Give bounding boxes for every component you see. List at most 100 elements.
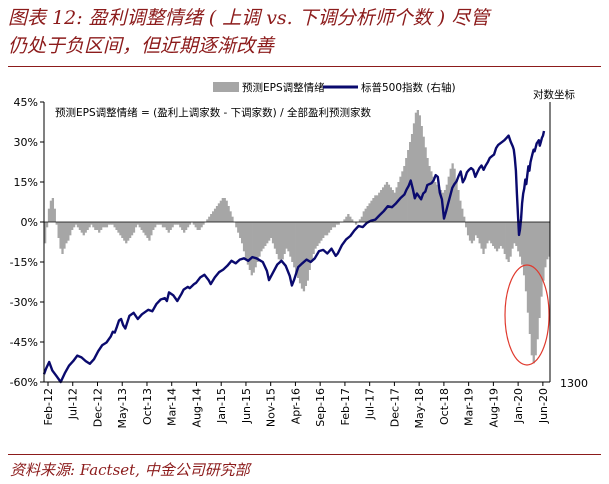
sentiment-bar [86, 222, 89, 230]
sentiment-bar [532, 222, 535, 364]
sentiment-bar [256, 222, 259, 262]
x-tick-label: Sep-16 [314, 388, 327, 427]
sentiment-bar [465, 222, 468, 228]
sentiment-bar [239, 222, 242, 238]
sentiment-bar [98, 222, 101, 233]
sentiment-bar [463, 216, 466, 222]
sentiment-bar [345, 216, 348, 222]
sentiment-bar [275, 222, 279, 254]
sentiment-bar [493, 222, 497, 249]
sentiment-bar [45, 222, 49, 228]
sentiment-bar [61, 222, 64, 254]
y-tick-label: 30% [14, 136, 38, 149]
sentiment-bar [175, 222, 178, 225]
sentiment-bar [117, 222, 120, 233]
sentiment-bar [287, 222, 290, 252]
x-tick-label: Aug-19 [487, 388, 500, 427]
sentiment-bar [156, 222, 159, 225]
sentiment-bar [134, 222, 138, 228]
sentiment-bar [132, 222, 136, 233]
sentiment-bar [181, 222, 184, 230]
sentiment-bar [540, 222, 543, 297]
sentiment-bar [71, 222, 74, 230]
sentiment-bar [179, 222, 182, 228]
sentiment-bar [51, 198, 55, 222]
sentiment-bar [445, 184, 448, 222]
sentiment-bar [125, 222, 128, 244]
sentiment-bar [94, 222, 97, 230]
sentiment-bar [159, 222, 163, 225]
sentiment-bar [333, 222, 336, 228]
sentiment-bar [507, 222, 510, 262]
x-tick-label: Oct-18 [438, 388, 451, 425]
sentiment-bar [418, 115, 421, 222]
sentiment-bar [80, 222, 83, 233]
sentiment-bar [343, 219, 346, 222]
sentiment-bar [72, 222, 76, 228]
sentiment-bar [231, 216, 234, 222]
sentiment-bar [424, 147, 427, 222]
sentiment-bar [67, 222, 70, 241]
sentiment-bar [505, 222, 508, 260]
sentiment-bar [351, 219, 354, 222]
sentiment-bar [521, 222, 524, 265]
sentiment-bar [167, 222, 170, 233]
sentiment-bar [210, 214, 213, 222]
y-tick-label: -30% [10, 296, 38, 309]
sentiment-bar [420, 126, 423, 222]
sentiment-bar [499, 222, 503, 246]
sentiment-bar [325, 222, 329, 236]
sentiment-bar [229, 211, 232, 222]
sentiment-bar [221, 198, 224, 222]
sentiment-bar [461, 208, 464, 222]
sentiment-bar [152, 222, 155, 230]
sentiment-bar [140, 222, 143, 230]
sentiment-bar [198, 222, 201, 230]
sentiment-bar [542, 222, 545, 281]
y-tick-label: -15% [10, 256, 38, 269]
sentiment-bar [495, 222, 499, 252]
sentiment-bar [437, 187, 441, 222]
x-tick-label: Aug-14 [190, 388, 203, 427]
sentiment-bar [524, 222, 528, 292]
sentiment-bar [430, 171, 433, 222]
sentiment-bar [63, 222, 66, 249]
sentiment-bar [186, 222, 190, 228]
sentiment-bar [511, 222, 514, 249]
figure-title: 图表 12: 盈利调整情绪 ( 上调 vs. 下调分析师个数 ) 尽管 仍处于负… [8, 4, 603, 60]
sentiment-bar [154, 222, 157, 228]
sentiment-bar [252, 222, 255, 273]
sentiment-bar [501, 222, 504, 249]
x-tick-label: Jun-20 [537, 388, 550, 424]
x-tick-label: Jun-15 [240, 388, 253, 424]
sentiment-bar [53, 208, 56, 222]
sentiment-bar [44, 222, 47, 244]
sentiment-bar [383, 184, 387, 222]
sentiment-bar [310, 222, 313, 262]
sentiment-bar [486, 222, 489, 244]
sentiment-bar [376, 195, 379, 222]
x-tick-label: May-18 [413, 388, 426, 429]
sentiment-bar [264, 222, 267, 246]
sentiment-bar [439, 190, 443, 222]
sentiment-bar [374, 195, 377, 222]
sentiment-bar [240, 222, 244, 244]
sentiment-bar [380, 190, 383, 222]
sentiment-bar [503, 222, 506, 254]
sentiment-bar [227, 206, 230, 222]
sentiment-bar [385, 182, 389, 222]
sentiment-bar [248, 222, 251, 270]
sentiment-bar [289, 222, 292, 257]
x-tick-label: Mar-19 [463, 388, 476, 426]
sentiment-bar [113, 222, 116, 228]
sentiment-bar [173, 222, 176, 225]
sentiment-bar [128, 222, 132, 238]
sentiment-bar [298, 222, 302, 284]
x-tick-label: May-13 [116, 388, 129, 429]
sentiment-bar [509, 222, 512, 257]
sentiment-bar [526, 222, 530, 313]
sentiment-bar [470, 222, 474, 244]
sentiment-bar [436, 184, 439, 222]
sentiment-bar [277, 222, 280, 260]
sentiment-bar [306, 222, 309, 281]
